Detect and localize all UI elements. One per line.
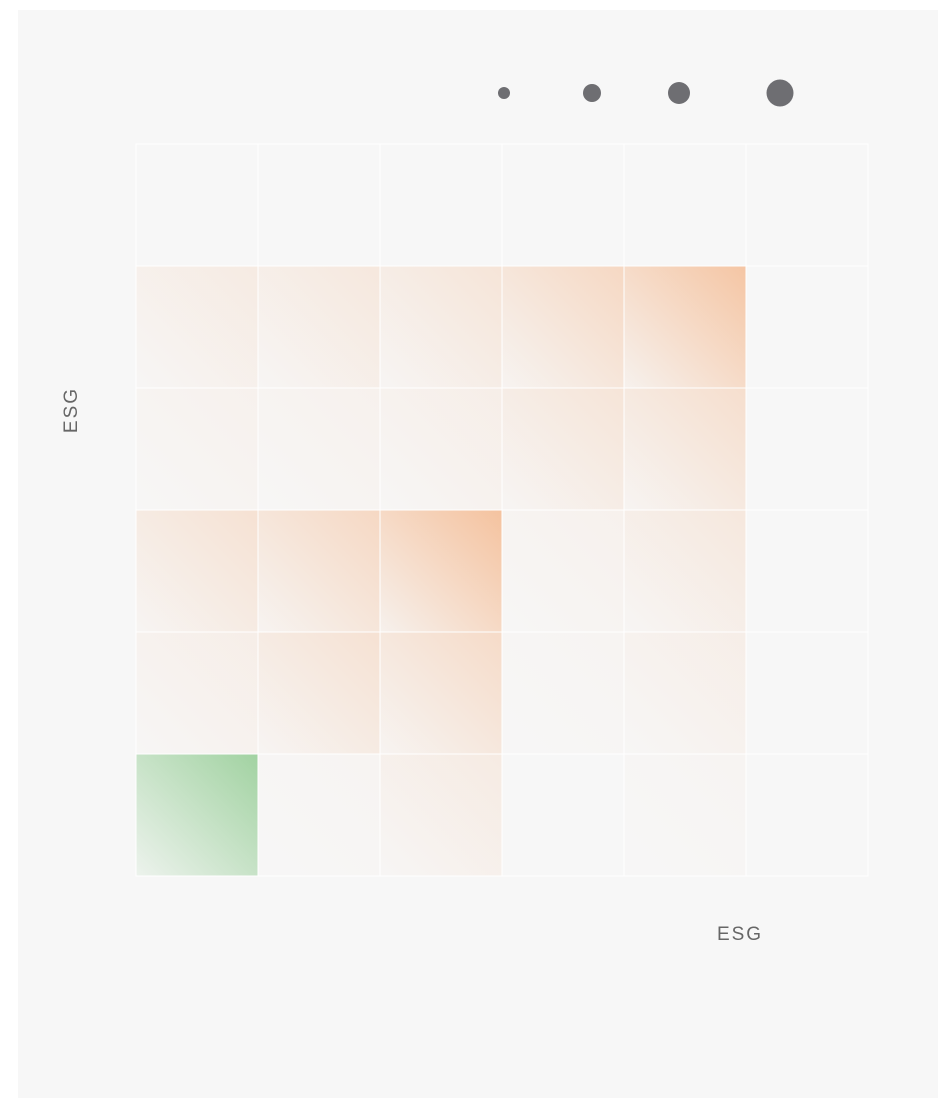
cell <box>257 631 381 755</box>
cell <box>501 387 625 511</box>
cell <box>257 265 381 389</box>
cell <box>257 143 381 267</box>
cell <box>745 753 869 877</box>
cell <box>623 509 747 633</box>
cell <box>257 509 381 633</box>
cell <box>379 753 503 877</box>
cell <box>379 265 503 389</box>
cell <box>257 753 381 877</box>
cell <box>745 265 869 389</box>
x-axis-label: ESG <box>717 924 763 945</box>
cell <box>623 143 747 267</box>
cell <box>379 509 503 633</box>
cell <box>379 631 503 755</box>
cell <box>135 753 259 877</box>
cell <box>745 509 869 633</box>
cell <box>135 265 259 389</box>
size-dot <box>583 84 601 102</box>
cell <box>135 631 259 755</box>
cell <box>745 631 869 755</box>
cell <box>745 387 869 511</box>
cell <box>501 631 625 755</box>
cell <box>501 753 625 877</box>
size-legend <box>498 79 794 107</box>
cell <box>623 753 747 877</box>
cell <box>501 509 625 633</box>
cell <box>135 509 259 633</box>
size-dot <box>498 87 510 99</box>
cell <box>501 143 625 267</box>
cell <box>379 143 503 267</box>
size-dot <box>668 82 690 104</box>
cell <box>745 143 869 267</box>
cell <box>623 631 747 755</box>
y-axis-label: ESG <box>61 387 82 433</box>
cell <box>135 387 259 511</box>
cell <box>379 387 503 511</box>
size-dot <box>766 79 794 107</box>
cell <box>257 387 381 511</box>
cell <box>623 265 747 389</box>
cell <box>135 143 259 267</box>
cell <box>501 265 625 389</box>
cell <box>623 387 747 511</box>
